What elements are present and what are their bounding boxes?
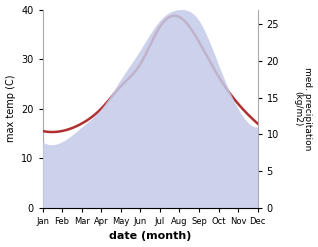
- Y-axis label: max temp (C): max temp (C): [5, 75, 16, 143]
- Y-axis label: med. precipitation
(kg/m2): med. precipitation (kg/m2): [293, 67, 313, 150]
- X-axis label: date (month): date (month): [109, 231, 191, 242]
